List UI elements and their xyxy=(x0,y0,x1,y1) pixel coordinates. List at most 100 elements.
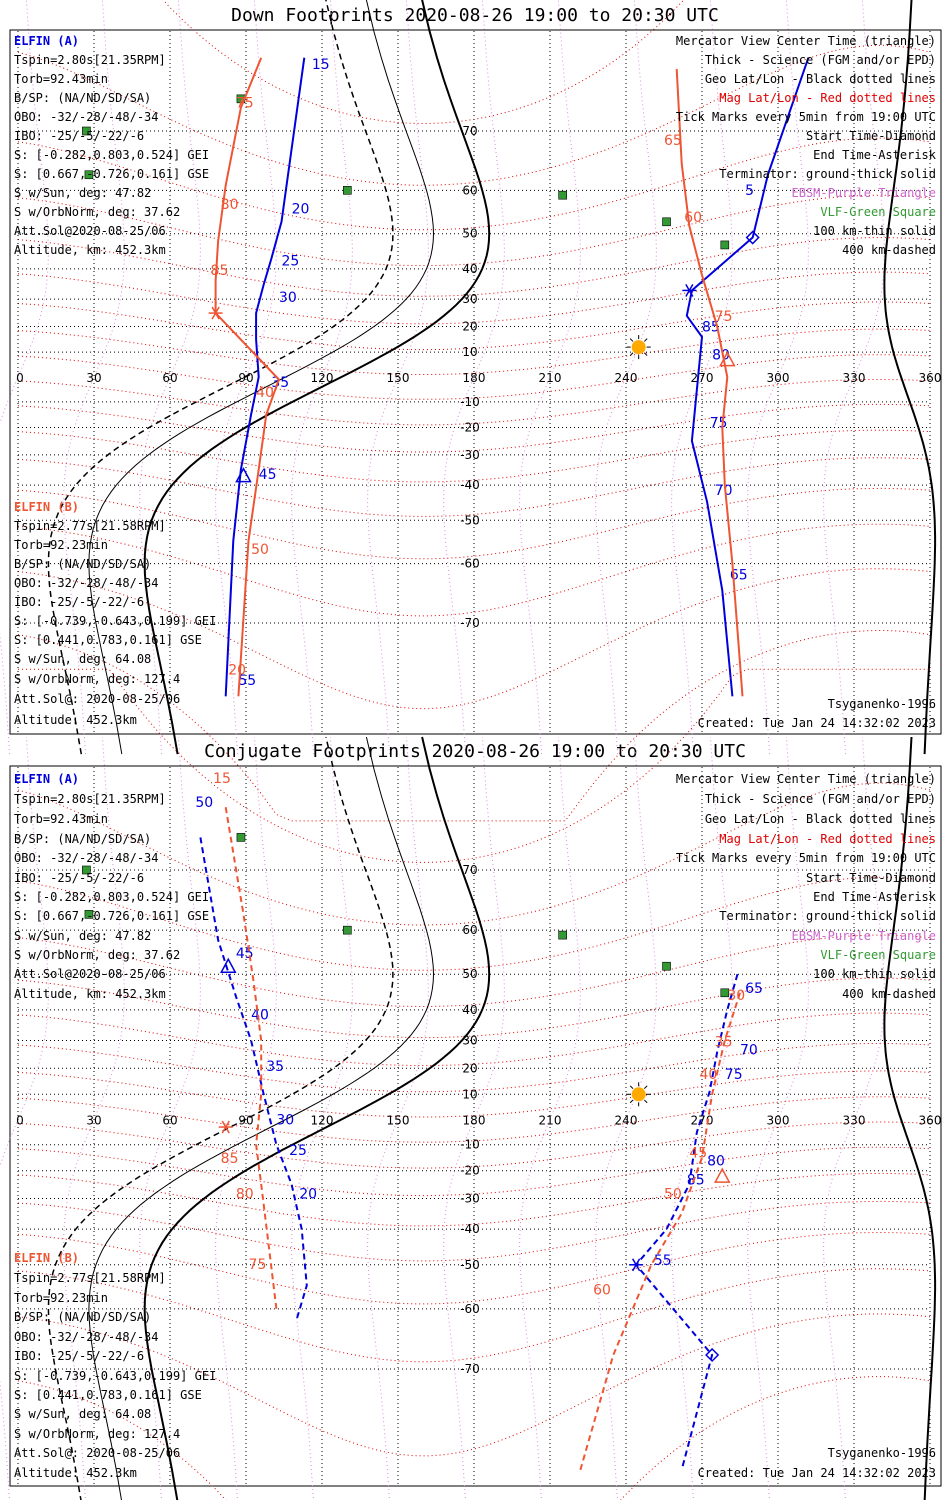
vlf-station-marker xyxy=(236,833,246,842)
x-tick-label: 0 xyxy=(16,1114,24,1128)
tick-time-label: 50 xyxy=(251,542,269,558)
tick-time-label: 85 xyxy=(221,1151,239,1167)
vlf-station-marker xyxy=(343,925,352,935)
footprint-track xyxy=(634,973,739,1471)
legend-entry: Geo Lat/Lon - Black dotted lines xyxy=(705,812,936,826)
info-line: Altitude: 452.3km xyxy=(14,1466,137,1480)
mag-lat-line xyxy=(17,782,931,926)
footprint-track xyxy=(199,837,308,1320)
created-label: Created: Tue Jan 24 14:32:02 2023 xyxy=(698,1466,936,1480)
tick-time-label: 45 xyxy=(259,467,277,483)
info-line: IBO: -25/-5/-22/-6 xyxy=(14,595,144,609)
mag-lat-line xyxy=(17,1376,931,1500)
y-tick-label: -60 xyxy=(460,1302,480,1316)
tick-time-label: 35 xyxy=(266,1059,284,1075)
elfin-b-info: ELFIN (B) Tspin=2.77s[21.58RPM] Torb=92.… xyxy=(14,1251,216,1480)
info-line: S: [0.667,-0.726,0.161] GSE xyxy=(14,909,209,923)
vlf-station-marker xyxy=(82,865,91,875)
vlf-station-marker xyxy=(84,170,94,180)
y-tick-label: -70 xyxy=(460,1362,480,1376)
legend-entry: Terminator: ground-thick solid xyxy=(719,167,936,181)
info-line: S w/OrbNorm, deg: 37.62 xyxy=(14,948,180,962)
info-line: S w/Sun, deg: 64.08 xyxy=(14,1407,151,1421)
tick-time-label: 55 xyxy=(238,673,256,689)
vlf-station-marker xyxy=(662,217,671,227)
tick-time-label: 75 xyxy=(249,1257,267,1273)
sun-ray xyxy=(629,1099,634,1104)
x-tick-label: 360 xyxy=(919,371,942,385)
legend-entry: Start Time-Diamond xyxy=(806,871,936,885)
end-asterisk-marker xyxy=(221,1120,230,1134)
info-line: S w/Sun, deg: 47.82 xyxy=(14,929,151,943)
legend-entry: 100 km-thin solid xyxy=(813,967,936,981)
tick-time-label: 35 xyxy=(715,1034,733,1050)
x-tick-label: 30 xyxy=(86,1114,101,1128)
x-tick-label: 330 xyxy=(843,1114,866,1128)
sun-ray xyxy=(629,352,634,356)
x-tick-label: 300 xyxy=(767,1114,790,1128)
x-tick-label: 240 xyxy=(615,1114,638,1128)
info-line: Torb=92.43min xyxy=(14,72,108,86)
info-line: S w/OrbNorm, deg: 127.4 xyxy=(14,1427,180,1441)
legend-entry: VLF-Green Square xyxy=(820,948,936,962)
sun-ray xyxy=(629,338,634,342)
legend-entry: Thick - Science (FGM and/or EPD) xyxy=(705,53,936,67)
info-line: S: [-0.282,0.803,0.524] GEI xyxy=(14,148,209,162)
vlf-station-marker xyxy=(82,126,91,136)
tick-time-label: 25 xyxy=(281,254,299,270)
tick-time-label: 85 xyxy=(211,263,229,279)
elfin-b-info: ELFIN (B) Tspin=2.77s[21.58RPM] Torb=92.… xyxy=(14,500,216,727)
tick-time-label: 60 xyxy=(593,1282,611,1298)
info-line: ELFIN (A) xyxy=(14,772,79,786)
legend-entry: EBSM-Purple Triangle xyxy=(792,929,937,943)
y-tick-label: 60 xyxy=(462,183,477,197)
y-tick-label: -20 xyxy=(460,421,480,435)
sun-ray xyxy=(643,352,648,356)
y-tick-label: 40 xyxy=(462,262,477,276)
legend-entry: 400 km-dashed xyxy=(842,987,936,1001)
y-tick-label: -70 xyxy=(460,616,480,630)
info-line: S: [-0.739,-0.643,0.199] GEI xyxy=(14,614,216,628)
y-tick-label: 30 xyxy=(462,1034,477,1048)
info-line: Tspin=2.77s[21.58RPM] xyxy=(14,519,166,533)
info-line: S w/Sun, deg: 64.08 xyxy=(14,652,151,666)
terminator-line xyxy=(143,0,491,755)
legend-entry: Mag Lat/Lon - Red dotted lines xyxy=(719,832,936,846)
x-tick-label: 90 xyxy=(238,371,253,385)
end-asterisk-marker xyxy=(631,1258,641,1272)
tick-time-label: 15 xyxy=(312,57,330,73)
info-line: Torb=92.43min xyxy=(14,812,108,826)
tick-time-label: 25 xyxy=(289,1143,307,1159)
vlf-station-marker xyxy=(84,910,94,919)
y-tick-label: 40 xyxy=(462,1003,477,1017)
info-line: Torb=92.23min xyxy=(14,538,108,552)
tick-time-label: 80 xyxy=(236,1186,254,1202)
mag-lat-line xyxy=(17,1200,931,1262)
tick-time-label: 30 xyxy=(727,988,745,1004)
legend-entry: Terminator: ground-thick solid xyxy=(719,909,936,923)
x-tick-label: 270 xyxy=(691,371,714,385)
end-asterisk-marker xyxy=(685,283,694,297)
start-diamond-marker xyxy=(705,1347,720,1363)
legend-entry: Mercator View Center Time (triangle) xyxy=(676,772,936,786)
x-tick-label: 150 xyxy=(387,1114,410,1128)
tick-time-label: 20 xyxy=(299,1186,317,1202)
x-tick-label: 30 xyxy=(86,371,101,385)
info-line: Att.Sol@2020-08-25/06 xyxy=(14,967,166,981)
legend-entry: Tick Marks every 5min from 19:00 UTC xyxy=(676,851,936,865)
legend-entry: Thick - Science (FGM and/or EPD) xyxy=(705,792,936,806)
altitude-100km-line xyxy=(88,736,435,1500)
tick-time-label: 70 xyxy=(740,1043,758,1059)
info-line: B/SP: (NA/ND/SD/SA) xyxy=(14,1310,151,1324)
tick-time-label: 70 xyxy=(715,483,733,499)
info-line: ELFIN (B) xyxy=(14,500,79,514)
info-line: S: [-0.282,0.803,0.524] GEI xyxy=(14,890,209,904)
tick-time-label: 40 xyxy=(256,385,274,401)
tick-time-label: 50 xyxy=(664,1186,682,1202)
legend-entry: 100 km-thin solid xyxy=(813,224,936,238)
info-line: B/SP: (NA/ND/SD/SA) xyxy=(14,91,151,105)
vlf-station-marker xyxy=(720,988,730,998)
altitude-400km-line xyxy=(47,736,394,1500)
tick-time-label: 40 xyxy=(251,1007,269,1023)
